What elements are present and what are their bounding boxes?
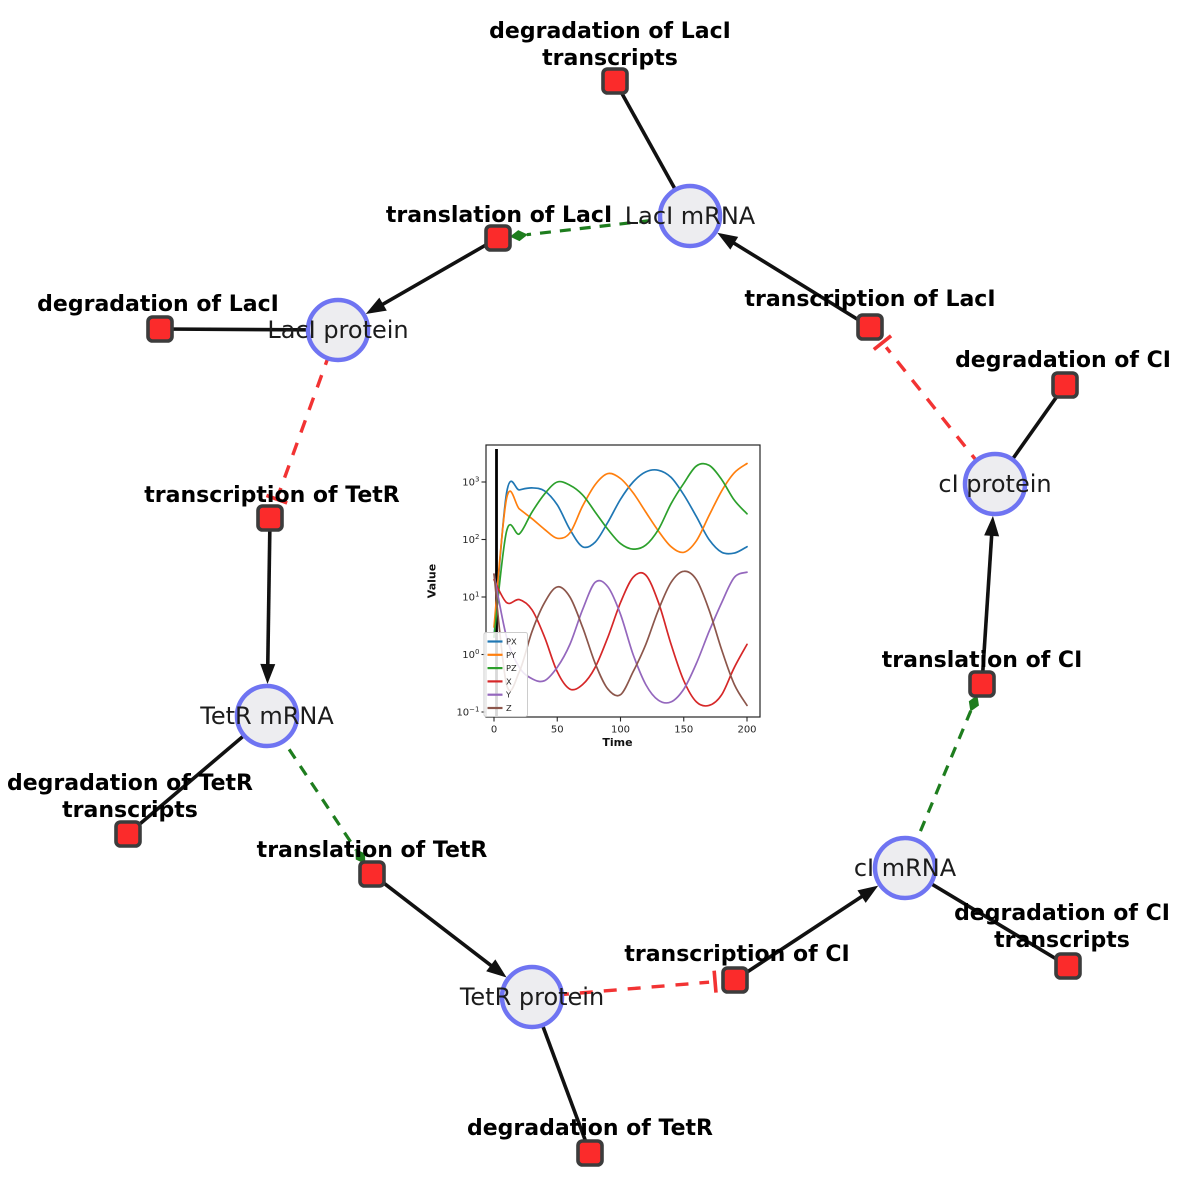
edge-transl_tetr-tetr_protein <box>370 872 507 978</box>
plot-curves <box>493 462 748 707</box>
reaction-node-tx_ci[interactable] <box>721 966 749 994</box>
edge-tx_tetr-tetr_mrna <box>260 517 276 685</box>
x-tick-label: 100 <box>611 725 630 736</box>
x-axis-label: Time <box>602 736 632 749</box>
reaction-node-deg_laci[interactable] <box>146 315 174 343</box>
reaction-label-deg_tetr_tx: degradation of TetR transcripts <box>7 771 253 823</box>
reaction-node-tx_laci[interactable] <box>856 313 884 341</box>
species-label-laci_mrna: LacI mRNA <box>625 202 756 230</box>
labels-layer: LacI mRNA LacI protein TetR mRNA TetR prote… <box>7 19 1171 1141</box>
edge-tx_ci-ci_mrna <box>734 885 879 982</box>
plot-frame <box>485 444 761 718</box>
series-line-Y <box>493 571 748 704</box>
legend-label-Y: Y <box>505 690 512 700</box>
reaction-node-transl_tetr[interactable] <box>358 860 386 888</box>
reaction-label-transl_ci: translation of CI <box>882 648 1083 673</box>
y-tick-label: 101 <box>462 591 479 604</box>
species-label-tetr_protein: TetR protein <box>459 983 604 1011</box>
species-label-laci_protein: LacI protein <box>267 316 408 344</box>
legend-label-PZ: PZ <box>506 663 517 673</box>
series-line-X <box>493 571 748 707</box>
x-tick-label: 150 <box>674 725 693 736</box>
species-node-ci_protein[interactable] <box>962 451 1028 517</box>
diamond-arrowhead-icon <box>355 849 366 865</box>
species-node-ci_mrna[interactable] <box>872 835 938 901</box>
y-axis-label: Value <box>426 564 439 598</box>
y-tick-label: 100 <box>462 648 479 661</box>
edge-tx_laci-laci_mrna <box>717 232 871 329</box>
tbar-inhibitor-icon <box>265 493 288 505</box>
arrowhead-icon <box>984 515 1000 537</box>
legend-label-PX: PX <box>506 637 517 647</box>
reaction-label-deg_tetr: degradation of TetR <box>467 1116 713 1141</box>
arrowhead-icon <box>486 959 507 978</box>
reaction-node-tx_tetr[interactable] <box>256 504 284 532</box>
species-node-tetr_mrna[interactable] <box>234 683 300 749</box>
series-line-Z <box>493 570 748 707</box>
arrowhead-icon <box>857 885 879 903</box>
reaction-node-transl_ci[interactable] <box>968 670 996 698</box>
plot-legend: PX PY PZ XYZ <box>483 632 528 717</box>
arrowhead-icon <box>717 232 739 250</box>
x-tick-label: 200 <box>737 725 756 736</box>
arrowhead-icon <box>365 297 387 315</box>
y-tick-label: 10−1 <box>456 706 479 719</box>
y-tick-label: 103 <box>462 476 479 489</box>
reaction-node-deg_ci_tx[interactable] <box>1054 952 1082 980</box>
reaction-node-deg_tetr_tx[interactable] <box>114 820 142 848</box>
reaction-label-tx_laci: transcription of LacI <box>744 287 995 312</box>
species-node-laci_protein[interactable] <box>305 297 371 363</box>
reaction-node-deg_laci_tx[interactable] <box>601 67 629 95</box>
species-node-tetr_protein[interactable] <box>499 964 565 1030</box>
x-tick-label: 0 <box>491 725 497 736</box>
diamond-arrowhead-icon <box>968 695 979 712</box>
species-label-ci_protein: cI protein <box>938 470 1051 498</box>
reaction-label-tx_tetr: transcription of TetR <box>144 483 400 508</box>
tbar-inhibitor-icon <box>872 334 893 351</box>
series-line-PY <box>493 462 748 628</box>
y-tick-label: 102 <box>462 533 479 546</box>
species-label-ci_mrna: cI mRNA <box>854 854 957 882</box>
species-node-laci_mrna[interactable] <box>657 183 723 249</box>
x-tick-label: 50 <box>551 725 564 736</box>
arrowhead-icon <box>260 663 276 685</box>
reaction-node-deg_ci[interactable] <box>1051 371 1079 399</box>
reaction-node-transl_laci[interactable] <box>484 224 512 252</box>
reaction-label-transl_laci: translation of LacI <box>386 203 612 228</box>
reaction-label-deg_laci: degradation of LacI <box>37 292 279 317</box>
tbar-inhibitor-icon <box>712 970 718 993</box>
reaction-label-deg_laci_tx: degradation of LacI transcripts <box>489 19 731 71</box>
series-line-PZ <box>493 462 748 639</box>
nodes-layer <box>114 67 1082 1167</box>
edge-transl_laci-laci_protein <box>365 236 499 315</box>
reaction-label-deg_ci_tx: degradation of CI transcripts <box>954 901 1170 953</box>
inset-plot: 0 50 100 150 20010310210110010−1TimeValuePXP… <box>426 444 761 749</box>
reaction-label-transl_tetr: translation of TetR <box>257 838 488 863</box>
reaction-node-deg_tetr[interactable] <box>576 1139 604 1167</box>
diamond-arrowhead-icon <box>509 230 528 242</box>
reaction-label-deg_ci: degradation of CI <box>955 348 1171 373</box>
edge-transl_ci-ci_protein <box>980 515 1000 685</box>
legend-label-PY: PY <box>506 650 517 660</box>
legend-label-X: X <box>506 676 512 686</box>
edges-layer <box>126 80 1069 1154</box>
reaction-label-tx_ci: transcription of CI <box>624 942 849 967</box>
species-label-tetr_mrna: TetR mRNA <box>199 702 334 730</box>
series-line-PX <box>493 468 748 639</box>
legend-label-Z: Z <box>506 703 512 713</box>
